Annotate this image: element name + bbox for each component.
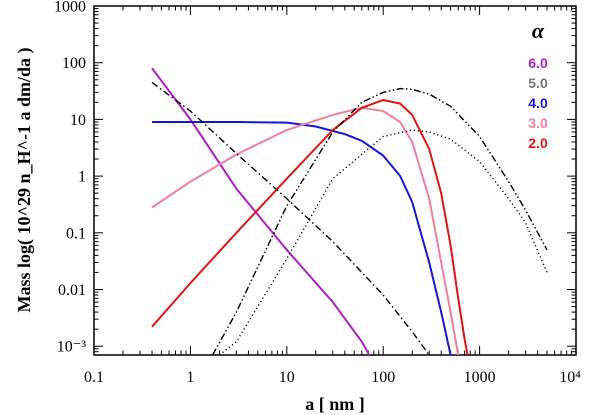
y-tick-label: 0.01 [58,282,86,299]
x-tick-label: 1000 [464,369,496,386]
x-tick-label: 1 [186,369,194,386]
legend-entry-6-0: 6.0 [528,55,548,71]
tick-labels-layer: 0.1 1 10 100 1000 10⁴ 10⁻³ 0.01 0.1 1 10 100 1000 [54,0,581,386]
legend-entry-3-0: 3.0 [528,115,548,131]
x-tick-label: 10⁴ [559,369,581,386]
x-axis-title: a [ nm ] [305,394,365,414]
legend-entries: 6.0 5.0 4.0 3.0 2.0 [528,55,548,151]
y-tick-label: 10 [70,112,86,129]
series-line-dash-dot-dot [211,87,548,355]
legend-entry-4-0: 4.0 [528,95,548,111]
y-tick-label: 100 [62,55,86,72]
series-line-dash-dot [151,81,430,355]
y-tick-label: 1000 [54,0,86,16]
series-line--4-0 [152,121,452,355]
x-tick-label: 10 [279,369,295,386]
y-tick-label: 10⁻³ [57,339,86,356]
legend-entry-5-0: 5.0 [528,75,548,91]
series-layer [151,67,548,355]
y-axis-title: Mass log( 10^29 n_H^-1 a dm/da ) [14,48,35,313]
ticks-layer [93,6,576,356]
legend: α 6.0 5.0 4.0 3.0 2.0 [528,18,548,151]
y-tick-label: 0.1 [66,225,86,242]
series-line--3-0 [151,106,460,355]
series-line--6-0 [151,67,371,355]
plot-frame [93,5,577,356]
y-tick-label: 1 [78,169,86,186]
series-line--2-0 [151,99,469,355]
x-tick-label: 100 [371,369,395,386]
legend-title: α [532,18,545,43]
legend-entry-2-0: 2.0 [528,135,548,151]
x-tick-label: 0.1 [84,369,104,386]
y-axis-title-text: Mass log( 10^29 n_H^-1 a dm/da ) [14,48,35,313]
